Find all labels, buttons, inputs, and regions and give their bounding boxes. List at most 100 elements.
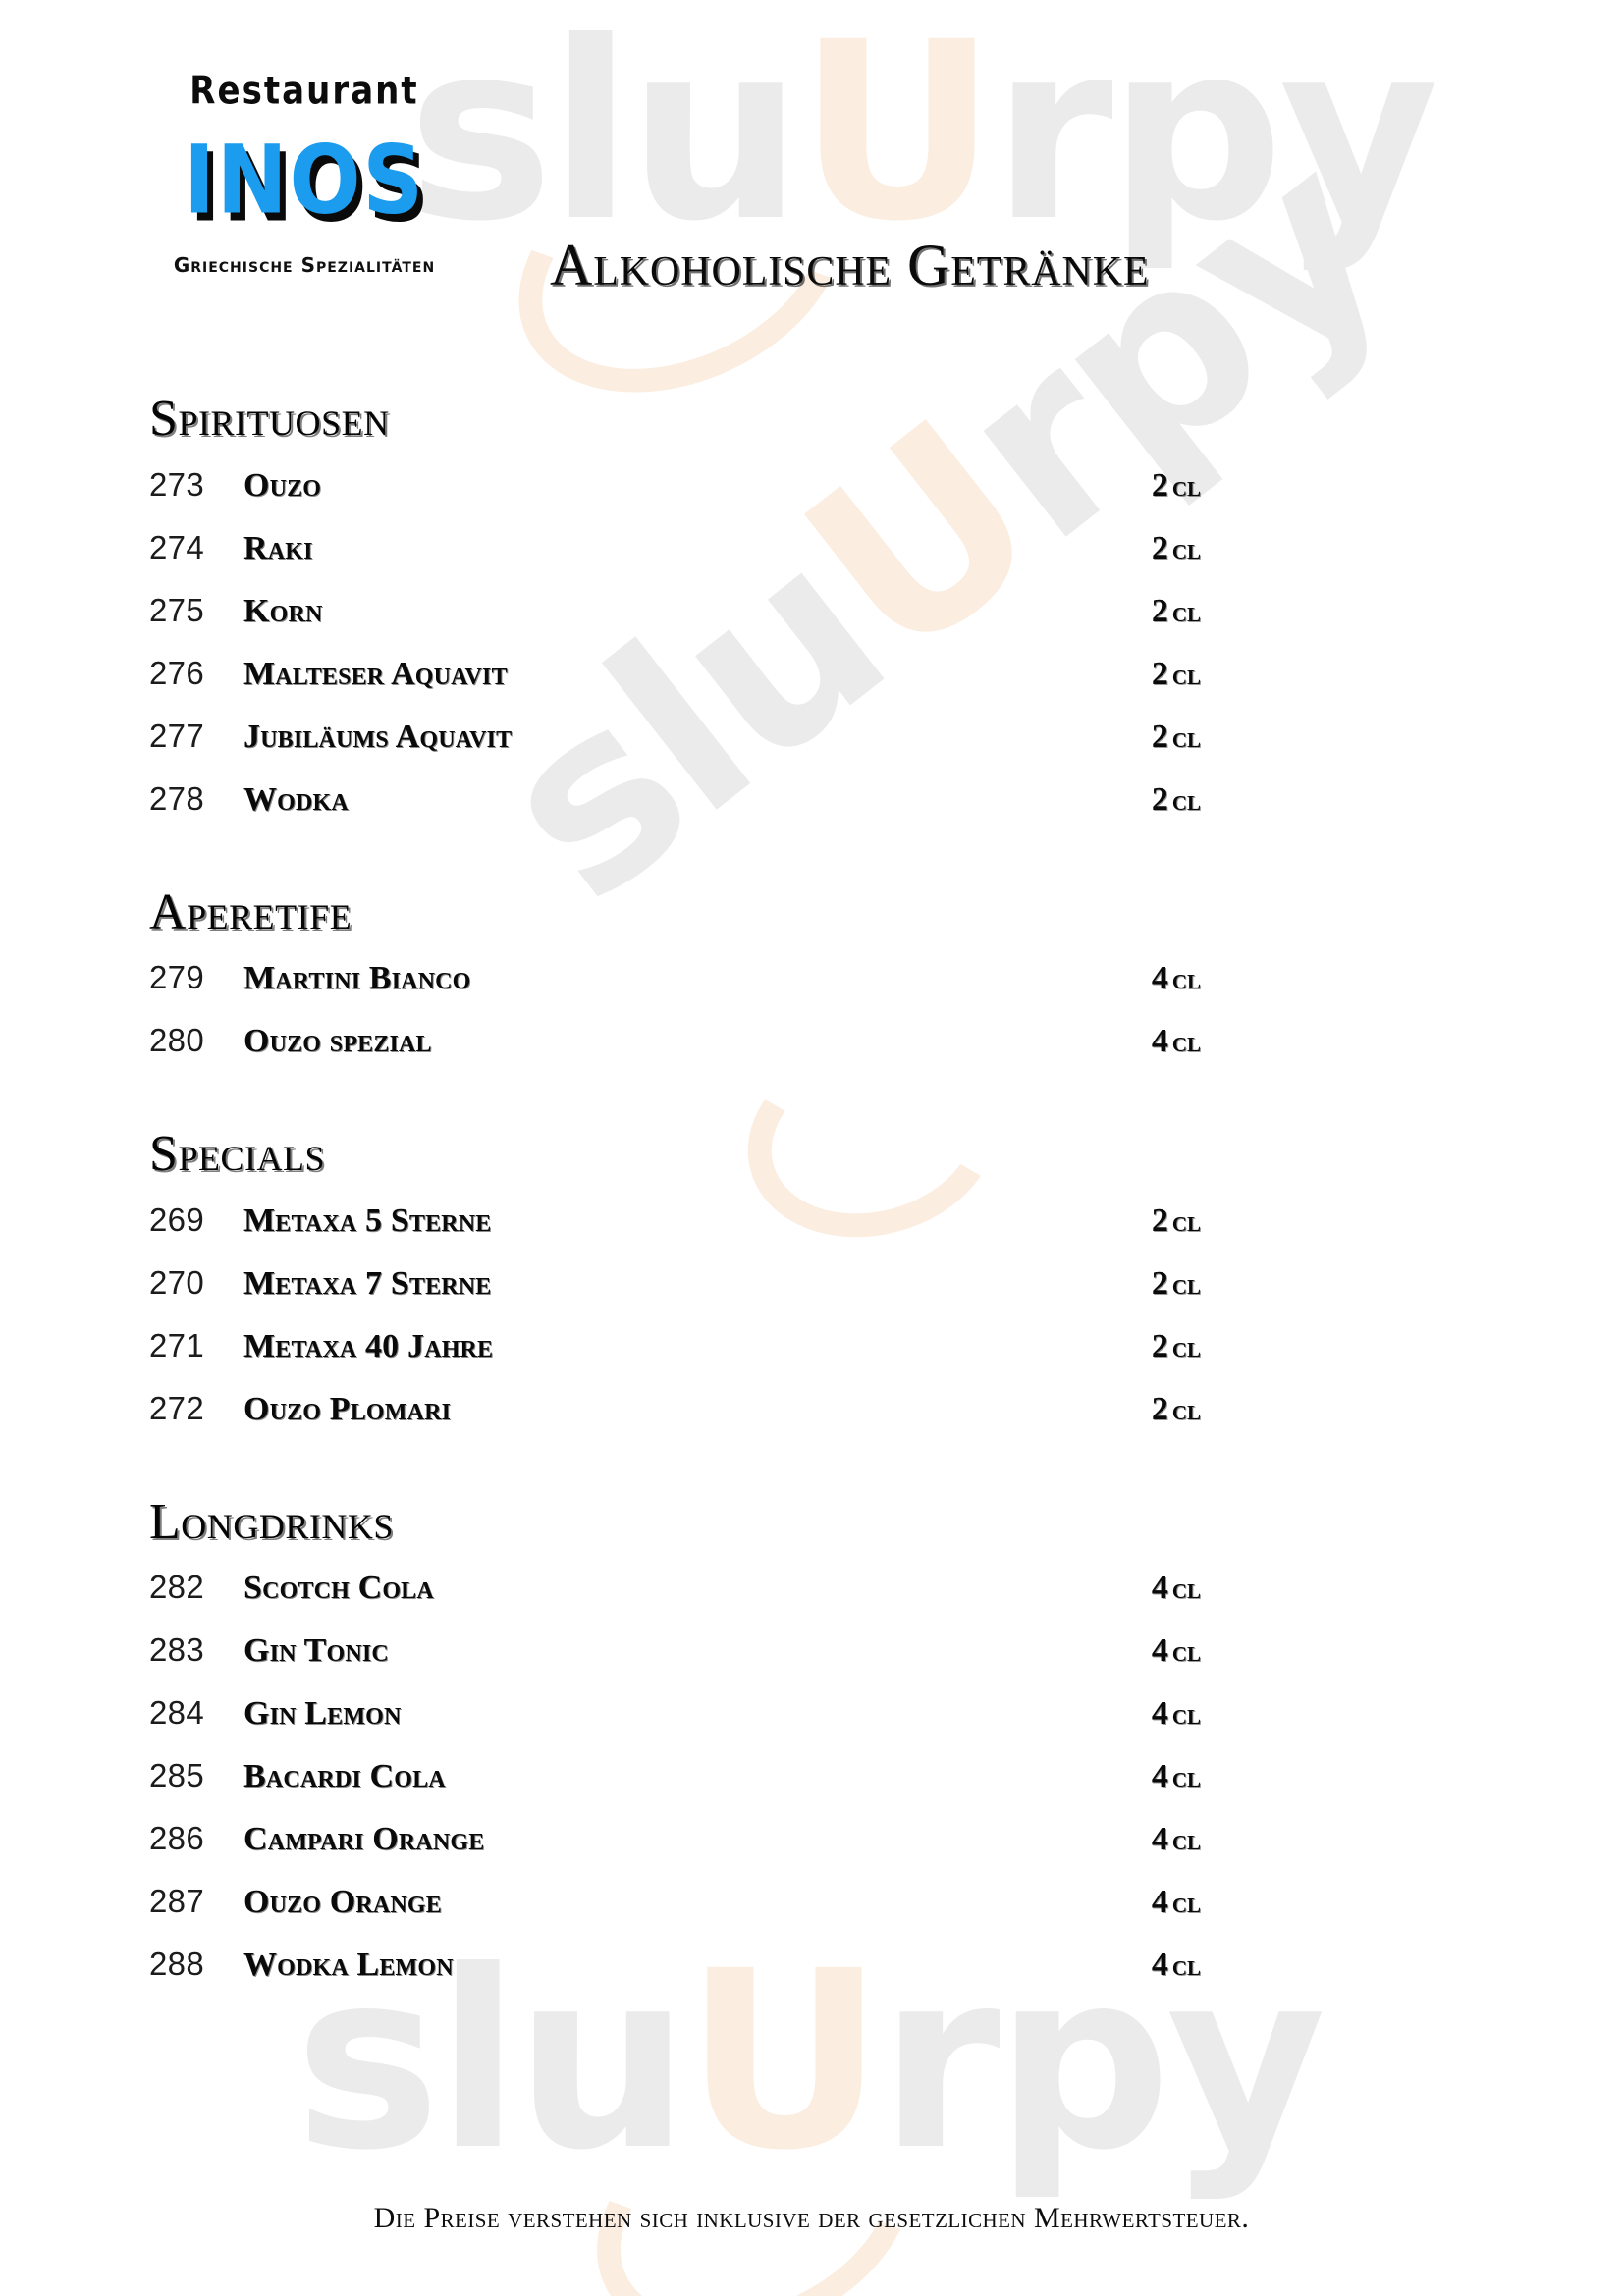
menu-item-row[interactable]: 285 Bacardi Cola 4 cl [0, 1757, 1623, 1820]
serving-amount: 2 [1151, 1390, 1168, 1427]
serving-unit: cl [1171, 469, 1201, 503]
menu-item-serving-size: 4 cl [1152, 1821, 1201, 1858]
menu-item-name: Ouzo Plomari [243, 1390, 452, 1427]
menu-item-row[interactable]: 275 Korn 2 cl [0, 592, 1623, 655]
menu-item-name: Korn [243, 592, 323, 629]
menu-item-row[interactable]: 287 Ouzo Orange 4 cl [0, 1883, 1623, 1946]
menu-item-serving-size: 4 cl [1152, 1632, 1201, 1670]
serving-amount: 4 [1151, 1758, 1168, 1795]
serving-amount: 2 [1151, 529, 1168, 566]
menu-item-row[interactable]: 279 Martini Bianco 4 cl [0, 959, 1623, 1022]
serving-amount: 4 [1151, 1947, 1168, 1984]
menu-item-row[interactable]: 271 Metaxa 40 Jahre 2 cl [0, 1327, 1623, 1390]
restaurant-logo: Restaurant INOS Griechische Spezialitäte… [118, 69, 491, 277]
serving-unit: cl [1171, 595, 1201, 628]
serving-amount: 2 [1151, 592, 1168, 629]
menu-item-serving-size: 2 cl [1152, 1202, 1201, 1240]
page-title: Alkoholische Getränke [550, 233, 1150, 297]
menu-section: Spirituosen 273 Ouzo 2 cl 274 Raki 2 cl 275 Korn 2 c… [0, 391, 1623, 843]
menu-item-name: Scotch Cola [243, 1570, 434, 1607]
menu-item-serving-size: 4 cl [1152, 1884, 1201, 1921]
serving-amount: 4 [1151, 1821, 1168, 1858]
menu-item-name: Ouzo [243, 466, 322, 504]
menu-section: Specials 269 Metaxa 5 Sterne 2 cl 270 Metaxa 7… [0, 1128, 1623, 1453]
serving-unit: cl [1171, 1267, 1201, 1301]
menu-item-number: 274 [149, 528, 205, 565]
serving-amount: 2 [1151, 718, 1168, 755]
serving-unit: cl [1171, 1204, 1201, 1238]
menu-item-serving-size: 2 cl [1152, 719, 1201, 756]
menu-item-row[interactable]: 270 Metaxa 7 Sterne 2 cl [0, 1264, 1623, 1327]
menu-item-serving-size: 2 cl [1152, 530, 1201, 567]
menu-item-row[interactable]: 274 Raki 2 cl [0, 529, 1623, 592]
serving-amount: 2 [1151, 1201, 1168, 1239]
watermark-swoosh-bottom [556, 2041, 954, 2296]
serving-amount: 2 [1151, 1264, 1168, 1302]
serving-unit: cl [1171, 1573, 1201, 1606]
serving-amount: 2 [1151, 1327, 1168, 1364]
menu-item-row[interactable]: 284 Gin Lemon 4 cl [0, 1694, 1623, 1757]
serving-amount: 4 [1151, 1570, 1168, 1607]
menu-item-number: 271 [149, 1326, 205, 1363]
section-title: Longdrinks [149, 1493, 394, 1550]
menu-item-name: Wodka [243, 780, 349, 818]
menu-item-name: Raki [243, 529, 313, 566]
serving-unit: cl [1171, 658, 1201, 691]
section-title: Spirituosen [149, 391, 390, 447]
menu-item-number: 276 [149, 654, 205, 691]
menu-item-number: 282 [149, 1569, 205, 1606]
menu-item-name: Malteser Aquavit [243, 655, 508, 692]
logo-brand-name: INOS [184, 126, 425, 237]
serving-amount: 4 [1151, 1632, 1168, 1670]
menu-item-row[interactable]: 273 Ouzo 2 cl [0, 466, 1623, 529]
menu-item-row[interactable]: 282 Scotch Cola 4 cl [0, 1569, 1623, 1631]
serving-amount: 2 [1151, 655, 1168, 692]
menu-item-serving-size: 4 cl [1152, 1023, 1201, 1060]
section-title: Aperetife [149, 883, 352, 940]
menu-item-serving-size: 2 cl [1152, 656, 1201, 693]
menu-item-number: 287 [149, 1883, 205, 1920]
menu-item-row[interactable]: 288 Wodka Lemon 4 cl [0, 1946, 1623, 2008]
menu-item-row[interactable]: 283 Gin Tonic 4 cl [0, 1631, 1623, 1694]
logo-restaurant-word: Restaurant [189, 69, 419, 114]
menu-sections: Spirituosen 273 Ouzo 2 cl 274 Raki 2 cl 275 Korn 2 c… [0, 391, 1623, 2009]
menu-item-number: 273 [149, 465, 205, 503]
menu-item-number: 283 [149, 1631, 205, 1669]
menu-item-row[interactable]: 269 Metaxa 5 Sterne 2 cl [0, 1201, 1623, 1264]
serving-unit: cl [1171, 532, 1201, 565]
menu-item-serving-size: 2 cl [1152, 1265, 1201, 1303]
menu-item-number: 288 [149, 1946, 205, 1983]
serving-unit: cl [1171, 1393, 1201, 1426]
menu-item-serving-size: 4 cl [1152, 1758, 1201, 1795]
serving-amount: 2 [1151, 780, 1168, 818]
serving-unit: cl [1171, 963, 1201, 996]
menu-item-serving-size: 2 cl [1152, 593, 1201, 630]
menu-section: Longdrinks 282 Scotch Cola 4 cl 283 Gin Tonic 4… [0, 1493, 1623, 2009]
menu-item-name: Metaxa 7 Sterne [243, 1264, 492, 1302]
serving-unit: cl [1171, 1635, 1201, 1669]
menu-item-serving-size: 2 cl [1152, 1328, 1201, 1365]
serving-unit: cl [1171, 1026, 1201, 1059]
logo-tagline: Griechische Spezialitäten [173, 253, 436, 277]
serving-unit: cl [1171, 783, 1201, 817]
serving-amount: 4 [1151, 1023, 1168, 1060]
menu-section: Aperetife 279 Martini Bianco 4 cl 280 Ouzo spe… [0, 883, 1623, 1086]
serving-unit: cl [1171, 1824, 1201, 1857]
menu-item-name: Wodka Lemon [243, 1947, 454, 1984]
menu-item-row[interactable]: 280 Ouzo spezial 4 cl [0, 1022, 1623, 1085]
menu-item-row[interactable]: 286 Campari Orange 4 cl [0, 1820, 1623, 1883]
serving-unit: cl [1171, 1949, 1201, 1983]
menu-item-name: Metaxa 5 Sterne [243, 1201, 492, 1239]
menu-item-row[interactable]: 272 Ouzo Plomari 2 cl [0, 1390, 1623, 1453]
menu-item-number: 285 [149, 1757, 205, 1794]
menu-item-name: Martini Bianco [243, 960, 471, 997]
menu-item-row[interactable]: 278 Wodka 2 cl [0, 780, 1623, 843]
menu-item-name: Jubiläums Aquavit [243, 718, 513, 755]
menu-item-serving-size: 2 cl [1152, 781, 1201, 819]
menu-item-name: Ouzo spezial [243, 1023, 432, 1060]
menu-item-row[interactable]: 276 Malteser Aquavit 2 cl [0, 655, 1623, 718]
menu-item-number: 272 [149, 1389, 205, 1426]
serving-unit: cl [1171, 1330, 1201, 1363]
menu-item-row[interactable]: 277 Jubiläums Aquavit 2 cl [0, 718, 1623, 780]
menu-header: Restaurant INOS Griechische Spezialitäte… [0, 0, 1623, 393]
